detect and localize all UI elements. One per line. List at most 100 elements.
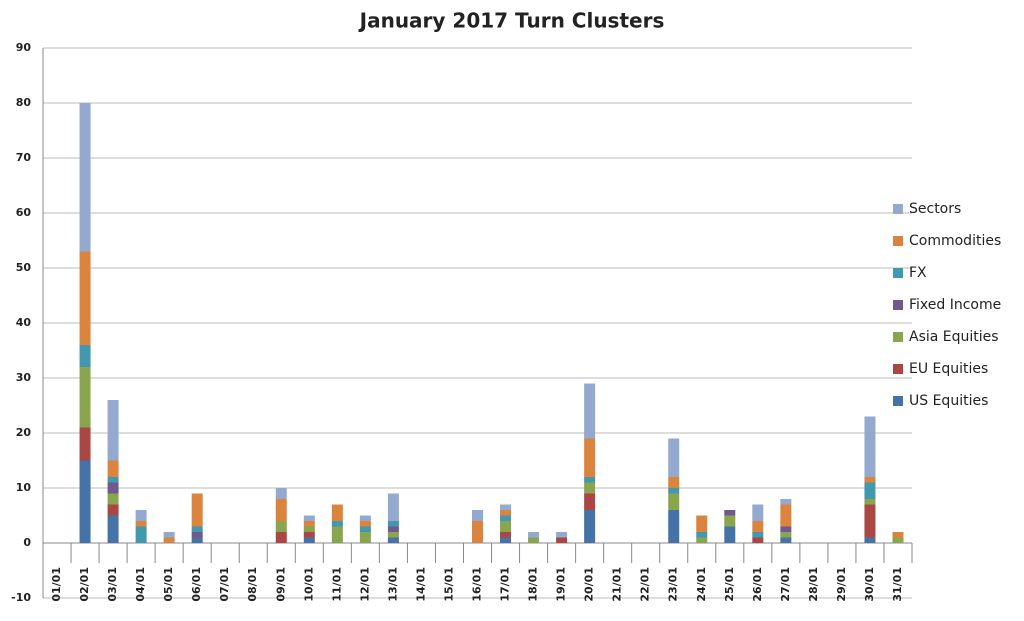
bar-segment [107, 493, 119, 505]
bar-segment [387, 521, 399, 527]
x-tick-label: 15/01 [442, 567, 455, 602]
bar-segment [668, 488, 680, 494]
legend-label: Asia Equities [909, 329, 999, 345]
bar-segment [107, 400, 119, 461]
y-tick-label: 20 [16, 426, 32, 439]
bar-segment [79, 367, 91, 428]
legend-swatch [893, 236, 903, 246]
y-tick-label: 40 [16, 316, 32, 329]
bar-segment [528, 532, 540, 538]
bar-segment [331, 526, 343, 543]
bar-segment [696, 532, 708, 538]
bar-segment [668, 493, 680, 510]
bar-segment [724, 515, 736, 527]
bar-segment [135, 521, 147, 527]
bar-segment [556, 532, 568, 538]
legend-swatch [893, 396, 903, 406]
bar-segment [163, 532, 175, 538]
bar-segment [500, 537, 512, 543]
x-tick-label: 11/01 [330, 567, 343, 602]
bar-segment [303, 521, 315, 527]
x-tick-label: 30/01 [863, 567, 876, 602]
y-tick-label: 80 [16, 96, 32, 109]
bar-segment [79, 427, 91, 461]
bar-segment [275, 521, 287, 532]
legend-label: EU Equities [909, 361, 988, 377]
x-tick-label: 20/01 [583, 567, 596, 602]
bar-segment [303, 526, 315, 532]
bar-segment [191, 537, 203, 543]
bar-segment [191, 526, 203, 532]
x-tick-label: 23/01 [667, 567, 680, 602]
x-tick-label: 29/01 [835, 567, 848, 602]
bar-segment [191, 493, 203, 527]
bar-segment [135, 526, 147, 543]
legend-swatch [893, 364, 903, 374]
bar-segment [107, 515, 119, 543]
x-tick-label: 14/01 [414, 567, 427, 602]
legend-swatch [893, 300, 903, 310]
bar-segment [584, 482, 596, 494]
x-tick-label: 06/01 [190, 567, 203, 602]
y-tick-label: 60 [16, 206, 32, 219]
x-tick-label: 17/01 [499, 567, 512, 602]
x-tick-label: 09/01 [274, 567, 287, 602]
x-tick-label: 05/01 [162, 567, 175, 602]
bar-segment [107, 460, 119, 477]
x-tick-label: 21/01 [611, 567, 624, 602]
bar-segment [696, 515, 708, 532]
bar-segment [359, 532, 371, 543]
bar-segment [359, 521, 371, 527]
x-tick-label: 04/01 [134, 567, 147, 602]
legend-label: Sectors [909, 201, 961, 217]
legend-swatch [893, 332, 903, 342]
bar-segment [584, 510, 596, 543]
bar-segment [528, 537, 540, 543]
bar-segment [584, 477, 596, 483]
bar-segment [79, 460, 91, 543]
bar-segment [500, 504, 512, 510]
bar-segment [724, 510, 736, 516]
y-tick-label: 50 [16, 261, 32, 274]
bar-segment [303, 537, 315, 543]
bar-segment [780, 532, 792, 538]
bar-segment [331, 521, 343, 527]
x-tick-label: 13/01 [386, 567, 399, 602]
bar-segment [668, 438, 680, 477]
bar-segment [780, 537, 792, 543]
legend-swatch [893, 268, 903, 278]
bar-segment [752, 532, 764, 538]
bar-segment [584, 438, 596, 477]
bar-segment [79, 251, 91, 345]
bar-segment [275, 488, 287, 499]
bar-segment [135, 510, 147, 521]
legend-label: FX [909, 265, 927, 281]
bar-segment [191, 532, 203, 538]
bar-segment [752, 521, 764, 532]
x-tick-label: 24/01 [695, 567, 708, 602]
y-tick-label: 90 [16, 41, 32, 54]
x-tick-label: 01/01 [50, 567, 63, 602]
bar-segment [780, 526, 792, 532]
bar-segment [780, 499, 792, 505]
x-tick-label: 27/01 [779, 567, 792, 602]
bar-segment [668, 477, 680, 488]
legend-label: US Equities [909, 393, 988, 409]
bar-segment [472, 521, 483, 543]
bar-segment [500, 515, 512, 521]
bar-segment [275, 499, 287, 521]
x-tick-label: 25/01 [723, 567, 736, 602]
bar-segment [752, 504, 764, 521]
x-tick-label: 26/01 [751, 567, 764, 602]
bar-segment [500, 510, 512, 516]
bar-segment [864, 537, 876, 543]
bar-segment [584, 493, 596, 510]
legend-label: Fixed Income [909, 297, 1001, 313]
bar-segment [79, 103, 91, 252]
x-tick-label: 03/01 [106, 567, 119, 602]
bar-segment [387, 526, 399, 532]
x-tick-label: 22/01 [639, 567, 652, 602]
y-tick-label: 10 [16, 481, 32, 494]
x-tick-label: 02/01 [78, 567, 91, 602]
x-tick-label: 18/01 [527, 567, 540, 602]
